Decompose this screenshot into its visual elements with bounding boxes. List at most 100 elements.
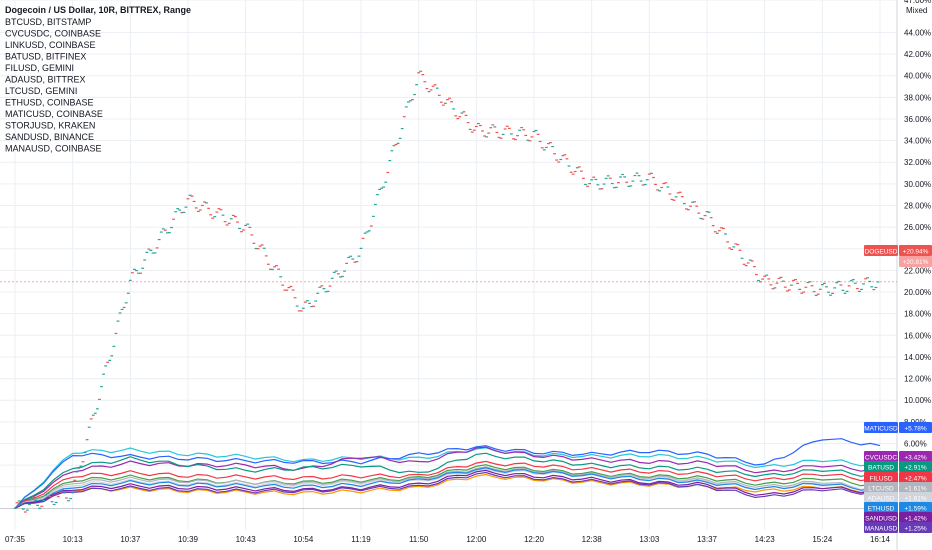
badge-prev-value: +20.81% <box>903 259 929 266</box>
y-tick-label: 18.00% <box>904 310 931 319</box>
series-layer <box>14 438 881 509</box>
x-tick-label: 11:19 <box>351 535 371 544</box>
legend-item: LINKUSD, COINBASE <box>5 40 96 50</box>
badge-value-box <box>899 512 932 523</box>
legend-item: LTCUSD, GEMINI <box>5 86 77 96</box>
x-tick-label: 15:24 <box>812 535 833 544</box>
x-tick-label: 13:03 <box>639 535 660 544</box>
last-value-badge-cvcusdc: CVCUSDC +3.42% <box>864 451 932 462</box>
badge-name: ETHUSD <box>868 506 895 513</box>
last-value-badge-ltcusd: LTCUSD +1.61% <box>864 482 932 493</box>
last-value-badge-sandusd: SANDUSD +1.42% <box>864 512 932 523</box>
x-tick-label: 10:13 <box>63 535 84 544</box>
y-tick-label: 16.00% <box>904 331 931 340</box>
y-tick-label: 6.00% <box>904 439 927 448</box>
y-tick-label: 42.00% <box>904 50 931 59</box>
y-tick-label: 12.00% <box>904 375 931 384</box>
legend-item: ADAUSD, BITTREX <box>5 75 86 85</box>
badge-value-box <box>899 245 932 256</box>
series-line-ltcusd <box>14 466 881 509</box>
x-tick-label: 07:35 <box>5 535 26 544</box>
comparison-line-3 <box>14 464 881 509</box>
badge-name: BATUSD <box>868 465 894 472</box>
badge-value: +20.94% <box>903 249 929 256</box>
doge-range-bars <box>0 70 897 513</box>
badge-value: +5.78% <box>904 426 926 433</box>
legend-item: MATICUSD, COINBASE <box>5 109 103 119</box>
badge-prev-box <box>899 256 932 267</box>
y-tick-label: 36.00% <box>904 115 931 124</box>
last-value-badge-batusd: BATUSD +2.91% <box>864 461 932 472</box>
y-tick-label: 38.00% <box>904 93 931 102</box>
badge-name-box <box>864 502 898 513</box>
badge-value-box <box>899 451 932 462</box>
badge-name: ADAUSD <box>867 496 894 503</box>
legend-item: SANDUSD, BINANCE <box>5 132 94 142</box>
badge-name-box <box>864 461 898 472</box>
last-value-badge-ethusd: ETHUSD +1.59% <box>864 502 932 513</box>
x-tick-label: 10:54 <box>293 535 314 544</box>
legend-item: STORJUSD, KRAKEN <box>5 121 95 131</box>
badge-value-box <box>899 482 932 493</box>
y-tick-label: 44.00% <box>904 28 931 37</box>
legend-item: BATUSD, BITFINEX <box>5 52 86 62</box>
legend-item: FILUSD, GEMINI <box>5 63 74 73</box>
badge-name: MATICUSD <box>864 426 898 433</box>
last-value-badge-filusd: FILUSD +2.47% <box>864 472 932 483</box>
badge-value-box <box>899 492 932 503</box>
last-value-badge-manausd: MANAUSD +1.25% <box>864 522 932 533</box>
badge-name-box <box>864 492 898 503</box>
y-tick-label: 47.00% <box>904 0 931 5</box>
y-tick-label: 28.00% <box>904 202 931 211</box>
series-line-batusd <box>14 452 881 509</box>
x-tick-label: 14:23 <box>755 535 776 544</box>
series-line-ethusd <box>14 467 881 509</box>
badge-name-box <box>864 422 898 433</box>
series-line-filusd <box>14 460 881 509</box>
comparison-line-1 <box>14 447 881 509</box>
legend-item: BTCUSD, BITSTAMP <box>5 17 91 27</box>
series-last-value-labels: DOGEUSD +20.94% +20.81% MATICUSD +5.78% CVCUS… <box>864 245 932 533</box>
x-tick-label: 10:37 <box>120 535 141 544</box>
series-line-cvcusdc <box>14 446 881 509</box>
last-value-badge-adausd: ADAUSD +1.61% <box>864 492 932 503</box>
badge-value: +1.59% <box>904 506 926 513</box>
badge-name: SANDUSD <box>865 516 897 523</box>
legend-item: ETHUSD, COINBASE <box>5 98 94 108</box>
legend-item: MANAUSD, COINBASE <box>5 144 102 154</box>
badge-name: CVCUSDC <box>865 455 897 462</box>
x-tick-label: 12:00 <box>466 535 487 544</box>
time-axis[interactable]: 07:35 10:13 10:37 10:39 10:43 10:54 11:19 11:50… <box>5 535 891 544</box>
legend: Dogecoin / US Dollar, 10R, BITTREX, Rang… <box>5 5 191 154</box>
last-value-badge-maticusd: MATICUSD +5.78% <box>864 422 932 433</box>
x-tick-label: 16:14 <box>870 535 891 544</box>
badge-value-box <box>899 422 932 433</box>
badge-value: +1.61% <box>904 486 926 493</box>
series-line-sandusd <box>14 469 881 509</box>
series-line-maticusd <box>14 438 881 509</box>
badge-name: MANAUSD <box>865 526 898 533</box>
badge-name: FILUSD <box>869 476 892 483</box>
chart-title: Dogecoin / US Dollar, 10R, BITTREX, Rang… <box>5 5 191 15</box>
y-tick-label: 34.00% <box>904 137 931 146</box>
badge-value: +2.47% <box>904 476 926 483</box>
y-tick-label: 20.00% <box>904 288 931 297</box>
x-tick-label: 11:50 <box>409 535 429 544</box>
y-tick-label: 32.00% <box>904 158 931 167</box>
badge-value-box <box>899 472 932 483</box>
badge-value: +1.25% <box>904 526 926 533</box>
badge-name-box <box>864 512 898 523</box>
badge-name: DOGEUSD <box>865 249 898 256</box>
badge-name-box <box>864 482 898 493</box>
badge-value: +2.91% <box>904 465 926 472</box>
y-tick-label: 26.00% <box>904 223 931 232</box>
doge-prev-value: +20.81% <box>899 256 932 267</box>
last-value-badge-dogeusd: DOGEUSD +20.94% <box>864 245 932 256</box>
badge-name-box <box>864 451 898 462</box>
comparison-line-2 <box>14 473 881 509</box>
badge-name-box <box>864 472 898 483</box>
y-tick-label: 40.00% <box>904 72 931 81</box>
badge-value-box <box>899 522 932 533</box>
badge-name-box <box>864 245 898 256</box>
